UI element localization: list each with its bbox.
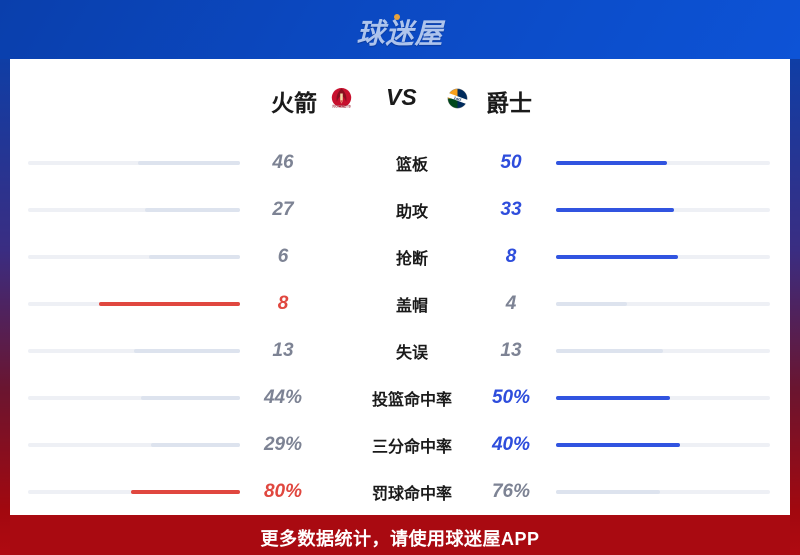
svg-text:ROCKETS: ROCKETS [332,104,351,108]
